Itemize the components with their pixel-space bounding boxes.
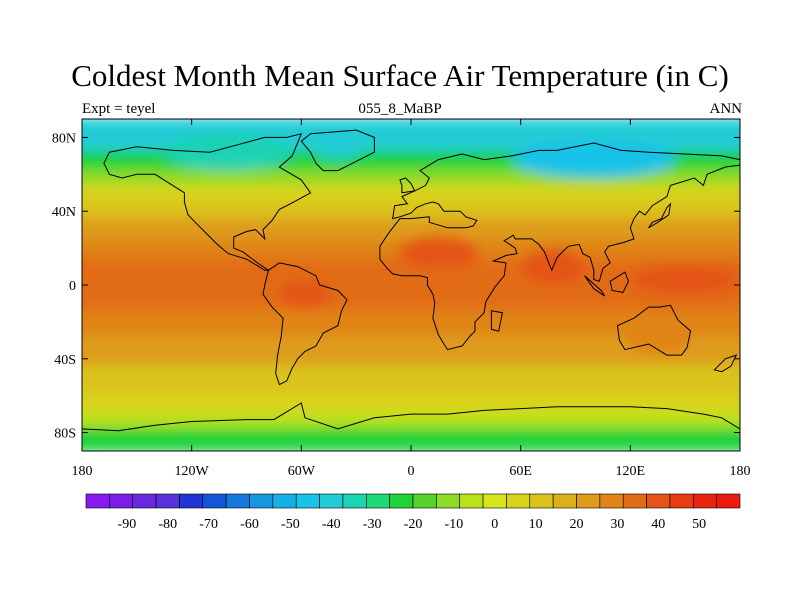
colorbar-swatch bbox=[529, 493, 554, 509]
colorbar-swatch bbox=[249, 493, 274, 509]
colorbar-label: -50 bbox=[281, 517, 300, 532]
temperature-field bbox=[82, 119, 740, 451]
colorbar-swatch bbox=[109, 493, 134, 509]
map-axes: 180 120W 60W 0 60E 120E 180 80N 40N 0 40S 80S bbox=[52, 119, 751, 479]
colorbar-label: -30 bbox=[363, 517, 382, 532]
colorbar-label: -90 bbox=[118, 517, 137, 532]
colorbar-swatch bbox=[389, 493, 414, 509]
temperature-band bbox=[82, 413, 740, 430]
figure-title: Coldest Month Mean Surface Air Temperatu… bbox=[71, 58, 729, 93]
colorbar-swatch bbox=[85, 493, 110, 509]
colorbar-label: -80 bbox=[158, 517, 177, 532]
lon-tick-label: 60W bbox=[288, 464, 316, 479]
colorbar-swatch bbox=[552, 493, 577, 509]
pacific-warm-anomaly bbox=[630, 264, 740, 295]
siberia-cold-anomaly bbox=[511, 141, 677, 179]
period-label: 055_8_MaBP bbox=[358, 101, 442, 117]
lon-tick-label: 120W bbox=[175, 464, 210, 479]
lon-tick-label: 60E bbox=[509, 464, 532, 479]
lon-tick-label: 180 bbox=[72, 464, 93, 479]
temperature-band bbox=[82, 217, 740, 242]
colorbar-swatch bbox=[412, 493, 437, 509]
lat-tick-label: 80N bbox=[52, 131, 76, 146]
colorbar: -90 -80 -70 -60 -50 -40 -30 -20 -10 0 10 20 30 40 50 bbox=[85, 493, 741, 532]
temperature-band bbox=[82, 365, 740, 397]
colorbar-label: -40 bbox=[322, 517, 341, 532]
colorbar-swatch bbox=[319, 493, 344, 509]
colorbar-swatch bbox=[692, 493, 717, 509]
amazon-warm-anomaly bbox=[279, 279, 331, 309]
temperature-band bbox=[82, 258, 740, 312]
lon-tick-label: 120E bbox=[616, 464, 646, 479]
borneo-coastline bbox=[609, 271, 630, 293]
experiment-label: Expt = teyel bbox=[82, 101, 156, 117]
colorbar-label: 10 bbox=[529, 517, 543, 532]
britain-coastline bbox=[399, 177, 416, 194]
colorbar-swatch bbox=[599, 493, 624, 509]
lon-tick-label: 180 bbox=[730, 464, 751, 479]
north-america-coastline bbox=[103, 133, 312, 271]
colorbar-swatch bbox=[365, 493, 390, 509]
colorbar-swatch bbox=[506, 493, 531, 509]
greenland-cold-anomaly bbox=[310, 130, 366, 160]
colorbar-swatch bbox=[295, 493, 320, 509]
south-america-coastline bbox=[262, 262, 348, 386]
colorbar-swatch bbox=[272, 493, 297, 509]
colorbar-swatch bbox=[482, 493, 507, 509]
colorbar-swatch bbox=[342, 493, 367, 509]
colorbar-swatch bbox=[202, 493, 227, 509]
season-label: ANN bbox=[709, 101, 743, 117]
coastlines bbox=[82, 129, 740, 451]
antarctica-coastline bbox=[82, 402, 740, 451]
colorbar-swatch bbox=[716, 493, 741, 509]
colorbar-swatch bbox=[436, 493, 461, 509]
australia-warm-anomaly bbox=[624, 320, 691, 354]
eurasia-africa-coastline bbox=[379, 142, 740, 351]
colorbar-label: -20 bbox=[404, 517, 423, 532]
lat-tick-label: 0 bbox=[69, 279, 76, 294]
colorbar-swatch bbox=[179, 493, 204, 509]
colorbar-swatch bbox=[459, 493, 484, 509]
japan-coastline bbox=[648, 202, 672, 229]
colorbar-label: -70 bbox=[199, 517, 218, 532]
colorbar-label: 30 bbox=[610, 517, 624, 532]
colorbar-swatch bbox=[669, 493, 694, 509]
colorbar-label: -60 bbox=[240, 517, 259, 532]
australia-coastline bbox=[616, 304, 692, 356]
lat-tick-label: 80S bbox=[54, 427, 76, 442]
madagascar-coastline bbox=[490, 310, 503, 332]
colorbar-swatch bbox=[225, 493, 250, 509]
sumatra-coastline bbox=[584, 275, 606, 297]
temperature-band bbox=[82, 427, 740, 451]
colorbar-label: -10 bbox=[445, 517, 464, 532]
colorbar-label: 0 bbox=[491, 517, 498, 532]
new-zealand-coastline bbox=[713, 354, 738, 373]
colorbar-swatch bbox=[622, 493, 647, 509]
temperature-band bbox=[82, 199, 740, 220]
greenland-coastline bbox=[300, 129, 375, 172]
arctic-canada-cold-anomaly bbox=[164, 133, 293, 171]
colorbar-swatch bbox=[155, 493, 180, 509]
temperature-band bbox=[82, 394, 740, 416]
colorbar-label: 40 bbox=[651, 517, 665, 532]
colorbar-swatch bbox=[576, 493, 601, 509]
lat-tick-label: 40S bbox=[54, 353, 76, 368]
sahara-warm-anomaly bbox=[398, 235, 479, 269]
colorbar-label: 20 bbox=[570, 517, 584, 532]
colorbar-swatch bbox=[132, 493, 157, 509]
lat-tick-label: 40N bbox=[52, 205, 76, 220]
colorbar-label: 50 bbox=[692, 517, 706, 532]
lon-tick-label: 0 bbox=[408, 464, 415, 479]
colorbar-swatch bbox=[646, 493, 671, 509]
